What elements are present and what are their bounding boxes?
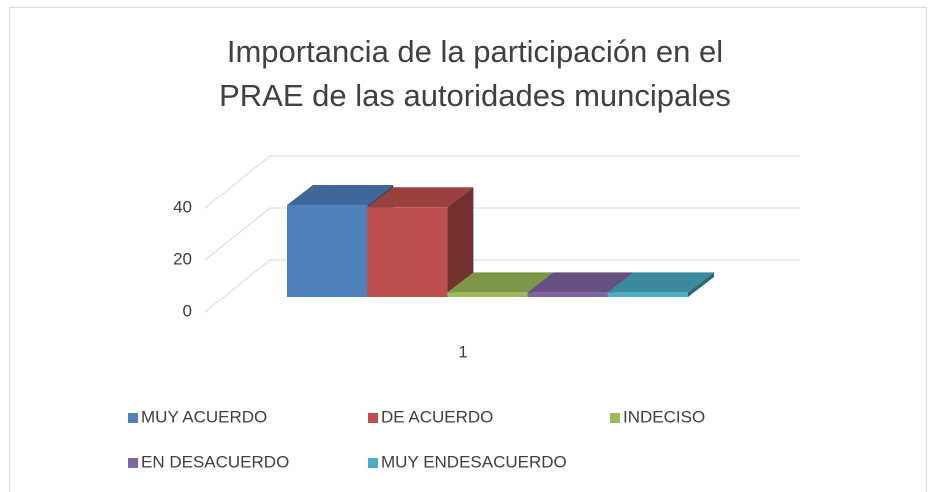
legend-label: MUY ACUERDO: [141, 407, 267, 426]
legend-swatch: [128, 458, 138, 468]
legend-label: INDECISO: [623, 407, 705, 426]
y-tick-label: 40: [173, 197, 192, 216]
legend-swatch: [610, 413, 620, 423]
bar-top: [287, 185, 394, 205]
legend-swatch: [368, 458, 378, 468]
bar-top: [367, 187, 474, 208]
legend-label: MUY ENDESACUERDO: [381, 452, 567, 471]
bar-front: [287, 205, 368, 297]
x-tick-label: 1: [458, 342, 467, 361]
y-tick-label: 0: [183, 301, 192, 320]
grid-line: [204, 207, 271, 261]
bar-top: [447, 272, 554, 293]
bar-front: [527, 292, 608, 297]
legend-swatch: [368, 413, 378, 423]
y-tick-label: 20: [173, 249, 192, 268]
bar-front: [447, 292, 528, 297]
bar-front: [607, 292, 688, 297]
chart-border: [9, 7, 927, 492]
legend-label: EN DESACUERDO: [141, 452, 289, 471]
grid-line: [204, 155, 271, 209]
bar-front: [367, 207, 448, 297]
grid-line: [204, 259, 271, 313]
bar-side: [447, 187, 474, 297]
legend-swatch: [128, 413, 138, 423]
chart-title: Importancia de la participación en el PR…: [219, 34, 731, 113]
bar-top: [607, 272, 714, 293]
legend-label: DE ACUERDO: [381, 407, 493, 426]
bar-top: [527, 272, 634, 293]
bar-side: [688, 272, 714, 297]
